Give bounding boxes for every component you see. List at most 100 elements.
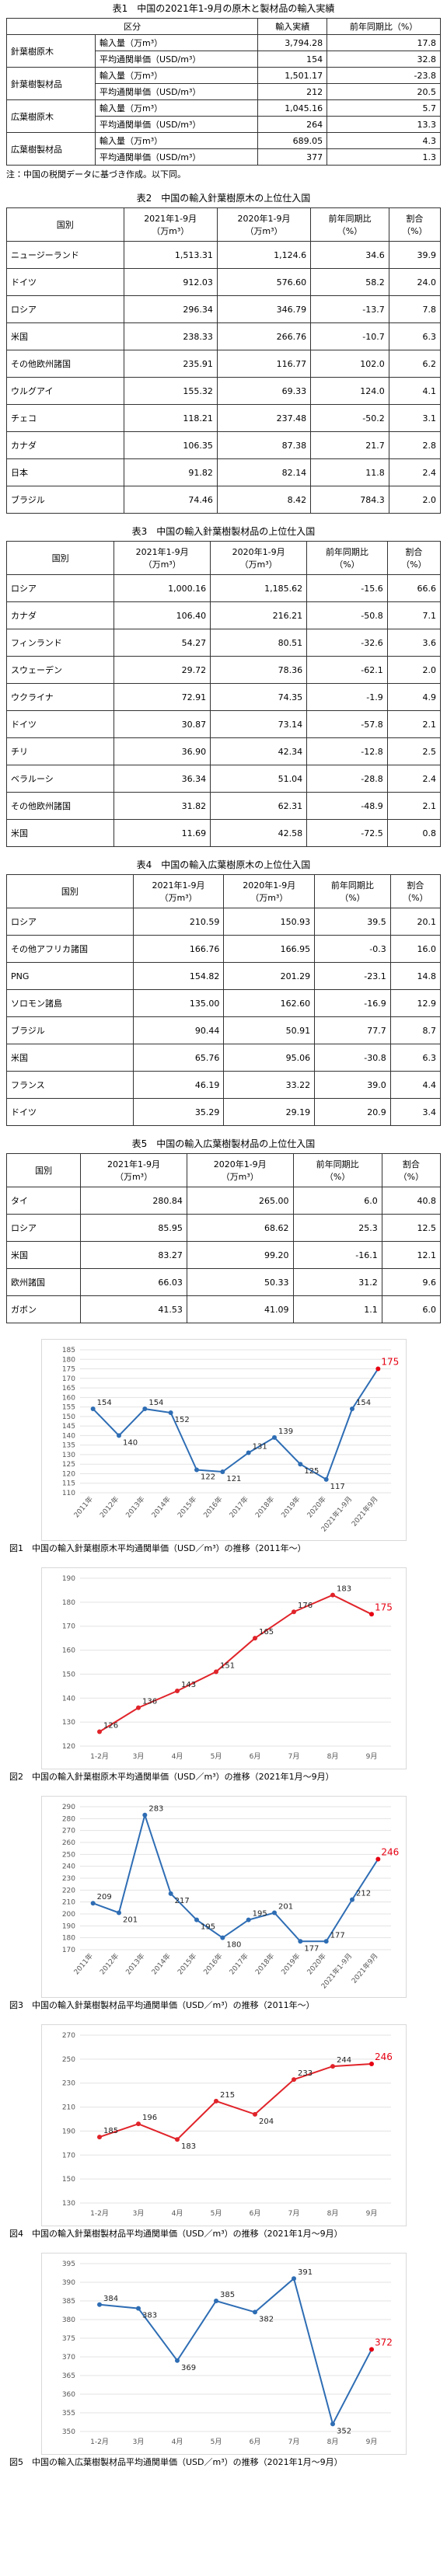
value-cell: 8.42 bbox=[216, 486, 312, 514]
x-tick-label: 2012年 bbox=[97, 1951, 120, 1976]
point bbox=[213, 2098, 218, 2104]
data-label: 283 bbox=[148, 1805, 163, 1814]
data-label: 180 bbox=[226, 1941, 241, 1950]
row: カナダ 106.40 216.21 -50.8 7.1 bbox=[5, 601, 442, 629]
row: PNG 154.82 201.29 -23.1 14.8 bbox=[6, 962, 442, 990]
y-tick-label: 355 bbox=[61, 2410, 75, 2417]
y-tick-label: 175 bbox=[61, 1366, 75, 1374]
row: 日本 91.82 82.14 11.8 2.4 bbox=[6, 458, 442, 486]
row: カナダ 106.35 87.38 21.7 2.8 bbox=[6, 431, 442, 459]
point bbox=[135, 2306, 141, 2311]
x-tick-label: 2020年 bbox=[305, 1951, 328, 1976]
value-cell: 66.6 bbox=[386, 574, 442, 602]
header-cell: 前年同期比 （%） bbox=[306, 541, 388, 575]
value-cell: -1.9 bbox=[306, 683, 388, 711]
point bbox=[323, 1939, 329, 1944]
point bbox=[219, 1935, 225, 1940]
data-label: 143 bbox=[181, 1681, 196, 1689]
header-cell: 割合 （%） bbox=[389, 874, 442, 908]
value-cell: 12.9 bbox=[389, 989, 442, 1017]
value-cell: 31.82 bbox=[113, 792, 211, 820]
note: 注：中国の税関データに基づき作成。以下同。 bbox=[6, 169, 186, 180]
value-cell: -16.1 bbox=[292, 1241, 382, 1269]
y-tick-label: 170 bbox=[61, 1623, 75, 1631]
y-tick-label: 385 bbox=[61, 2298, 75, 2306]
y-tick-label: 150 bbox=[61, 2176, 75, 2184]
country-cell: ロシア bbox=[5, 1214, 82, 1242]
value-cell: 5.7 bbox=[327, 99, 441, 117]
x-tick-label: 2011年 bbox=[72, 1951, 95, 1976]
value-cell: 72.91 bbox=[113, 683, 211, 711]
row: スウェーデン 29.72 78.36 -62.1 2.0 bbox=[5, 656, 442, 684]
value-cell: 106.35 bbox=[123, 431, 218, 459]
table-title: 表1 中国の2021年1-9月の原木と製材品の輸入実績 bbox=[112, 3, 335, 14]
x-tick-label: 2016年 bbox=[201, 1951, 224, 1976]
y-tick-label: 155 bbox=[61, 1404, 75, 1412]
data-label: 369 bbox=[181, 2364, 196, 2372]
y-tick-label: 165 bbox=[61, 1385, 75, 1393]
point bbox=[168, 1891, 173, 1896]
point bbox=[252, 2111, 257, 2117]
y-tick-label: 185 bbox=[61, 1347, 75, 1354]
point bbox=[291, 2077, 296, 2083]
x-tick-label: 2016年 bbox=[201, 1494, 224, 1519]
data-label: 117 bbox=[330, 1483, 344, 1491]
chart: 130 150 170 190 210 230 250 270 1-2月 3月 4月 5月 6月 7月 8月… bbox=[40, 2024, 407, 2226]
value-cell: 912.03 bbox=[123, 268, 218, 296]
x-tick-label: 4月 bbox=[171, 2209, 183, 2218]
header-cell: 2021年1-9月 （万m³） bbox=[123, 207, 218, 242]
point bbox=[291, 2276, 296, 2281]
value-cell: -23.8 bbox=[327, 67, 441, 84]
header-cell: 割合 （%） bbox=[388, 207, 442, 242]
x-tick-label: 4月 bbox=[171, 1752, 183, 1761]
chart: 1101151201251301351401451501551601651701… bbox=[40, 1339, 407, 1541]
x-tick-label: 6月 bbox=[249, 1752, 260, 1761]
data-label: 215 bbox=[220, 2091, 235, 2100]
x-tick-label: 2021年9月 bbox=[349, 1951, 379, 1985]
value-cell: 91.82 bbox=[123, 458, 218, 486]
value-cell: 6.2 bbox=[388, 350, 442, 378]
value-cell: -13.7 bbox=[310, 295, 389, 323]
data-label: 195 bbox=[252, 1910, 267, 1919]
header-cell: 2020年1-9月 （万m³） bbox=[186, 1153, 294, 1187]
value-cell: 58.2 bbox=[310, 268, 389, 296]
point bbox=[368, 1612, 374, 1617]
data-label: 177 bbox=[330, 1931, 344, 1940]
y-tick-label: 140 bbox=[61, 1695, 75, 1703]
value-cell: 3,794.28 bbox=[257, 34, 328, 51]
row: ブラジル 74.46 8.42 784.3 2.0 bbox=[6, 486, 442, 514]
group-cell: 広葉樹製材品 bbox=[5, 132, 96, 166]
value-cell: 154.82 bbox=[132, 962, 225, 990]
header-cell: 前年同期比 （%） bbox=[310, 207, 389, 242]
value-cell: 87.38 bbox=[216, 431, 312, 459]
value-cell: 2.8 bbox=[388, 431, 442, 459]
point bbox=[252, 2309, 257, 2315]
row: 米国 238.33 266.76 -10.7 6.3 bbox=[6, 322, 442, 350]
value-cell: 3.6 bbox=[386, 629, 442, 657]
y-tick-label: 260 bbox=[61, 1839, 75, 1847]
country-cell: 日本 bbox=[6, 458, 124, 486]
value-cell: 32.8 bbox=[327, 51, 441, 68]
item-cell: 平均通関単価（USD/m³） bbox=[95, 148, 259, 166]
value-cell: -16.9 bbox=[314, 989, 391, 1017]
line bbox=[92, 1812, 379, 1943]
value-cell: 162.60 bbox=[223, 989, 316, 1017]
header-cell: 区分 bbox=[5, 18, 259, 35]
country-cell: 米国 bbox=[5, 1241, 82, 1269]
table-title: 表3 中国の輸入針葉樹製材品の上位仕入国 bbox=[131, 526, 316, 537]
value-cell: 265.00 bbox=[186, 1187, 294, 1215]
value-cell: 73.14 bbox=[210, 710, 308, 738]
item-cell: 平均通関単価（USD/m³） bbox=[95, 83, 259, 100]
item-cell: 輸入量（万m³） bbox=[95, 99, 259, 117]
item-cell: 輸入量（万m³） bbox=[95, 67, 259, 84]
row: ソロモン諸島 135.00 162.60 -16.9 12.9 bbox=[6, 989, 442, 1017]
point bbox=[219, 1469, 225, 1475]
data-label: 152 bbox=[174, 1416, 189, 1424]
y-tick-label: 270 bbox=[61, 1828, 75, 1835]
y-tick-label: 190 bbox=[61, 2128, 75, 2135]
row: タイ 280.84 265.00 6.0 40.8 bbox=[5, 1187, 442, 1215]
point bbox=[375, 1856, 380, 1862]
y-tick-label: 150 bbox=[61, 1413, 75, 1421]
row: ウルグアイ 155.32 69.33 124.0 4.1 bbox=[6, 377, 442, 405]
figure-caption: 図3 中国の輸入針葉樹製材品平均通関単価（USD／m³）の推移（2011年～） bbox=[9, 2000, 315, 2010]
